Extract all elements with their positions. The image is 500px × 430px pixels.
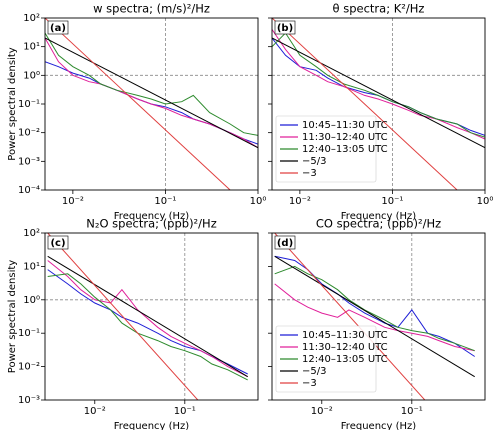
x-tick-label: 10⁰ — [477, 196, 494, 207]
legend-label: −5/3 — [302, 366, 326, 377]
panel-title: CO spectra; (ppb)²/Hz — [316, 217, 441, 231]
x-tick-label: 10⁻¹ — [154, 196, 176, 207]
panel-label: (c) — [50, 238, 65, 249]
panel-label-box — [47, 20, 69, 35]
slope-line — [45, 37, 258, 149]
legend-label: 11:30–12:40 UTC — [302, 132, 388, 143]
spectrum-line — [45, 32, 258, 136]
y-axis-label: Power spectral density — [7, 260, 18, 373]
panel-label-box — [47, 235, 69, 250]
x-axis-label: Frequency (Hz) — [114, 211, 190, 222]
y-tick-label: 10⁻¹ — [18, 328, 40, 339]
panel-title: w spectra; (m/s)²/Hz — [93, 2, 210, 16]
x-axis-label: Frequency (Hz) — [341, 211, 417, 222]
y-axis-label: Power spectral density — [7, 47, 18, 160]
panel-label: (d) — [277, 238, 293, 249]
slope-line — [274, 255, 475, 378]
spectrum-line — [274, 283, 475, 352]
slope-line — [47, 233, 199, 400]
y-tick-label: 10¹ — [23, 261, 40, 272]
x-tick-label: 10⁻¹ — [381, 196, 403, 207]
y-tick-label: 10⁻³ — [18, 156, 40, 167]
spectrum-line — [47, 260, 248, 378]
plot-lines — [272, 18, 485, 190]
x-tick-label: 10⁻² — [311, 406, 333, 417]
y-tick-label: 10⁰ — [23, 295, 40, 306]
legend-label: −5/3 — [302, 156, 326, 167]
panel-title: θ spectra; K²/Hz — [333, 2, 425, 16]
plot-frame — [271, 232, 486, 401]
y-tick-label: 10⁻² — [18, 128, 40, 139]
y-tick-label: 10² — [23, 13, 40, 24]
spectrum-line — [274, 265, 475, 352]
y-tick-label: 10⁰ — [23, 70, 40, 81]
x-axis-label: Frequency (Hz) — [114, 421, 190, 430]
x-axis-label: Frequency (Hz) — [341, 421, 417, 430]
plot-lines — [274, 233, 475, 400]
y-tick-label: 10⁻² — [18, 362, 40, 373]
legend-box — [275, 325, 377, 393]
panel-label-box — [274, 20, 296, 35]
x-tick-label: 10⁰ — [250, 196, 267, 207]
plot-lines — [45, 18, 258, 190]
legend-label: 11:30–12:40 UTC — [302, 342, 388, 353]
legend-label: 10:45–11:30 UTC — [302, 330, 388, 341]
slope-line — [272, 37, 485, 149]
y-tick-label: 10² — [23, 228, 40, 239]
slope-line — [272, 18, 458, 190]
x-tick-label: 10⁻¹ — [401, 406, 423, 417]
panel-label: (b) — [277, 23, 293, 34]
slope-line — [47, 255, 248, 378]
slope-line — [45, 18, 231, 190]
legend-box — [275, 115, 377, 183]
y-tick-label: 10⁻³ — [18, 395, 40, 406]
legend-label: 12:40–13:05 UTC — [302, 144, 388, 155]
legend-label: 12:40–13:05 UTC — [302, 354, 388, 365]
y-tick-label: 10⁻¹ — [18, 99, 40, 110]
x-tick-label: 10⁻¹ — [174, 406, 196, 417]
y-tick-label: 10⁻⁴ — [18, 185, 40, 196]
plot-frame — [44, 232, 259, 401]
plot-frame — [44, 17, 259, 191]
slope-line — [274, 233, 426, 400]
legend-label: 10:45–11:30 UTC — [302, 120, 388, 131]
x-tick-label: 10⁻² — [289, 196, 311, 207]
plot-lines — [47, 233, 248, 400]
y-tick-label: 10¹ — [23, 42, 40, 53]
x-tick-label: 10⁻² — [62, 196, 84, 207]
panel-label: (a) — [50, 23, 66, 34]
panel-title: N₂O spectra; (ppb)²/Hz — [86, 217, 216, 231]
plot-frame — [271, 17, 486, 191]
panel-label-box — [274, 235, 296, 250]
spectrum-line — [47, 273, 248, 381]
x-tick-label: 10⁻² — [84, 406, 106, 417]
spectrum-line — [272, 32, 485, 138]
legend-label: −3 — [302, 378, 317, 389]
legend-label: −3 — [302, 168, 317, 179]
spectrum-line — [272, 29, 485, 140]
plot-area — [45, 233, 258, 400]
